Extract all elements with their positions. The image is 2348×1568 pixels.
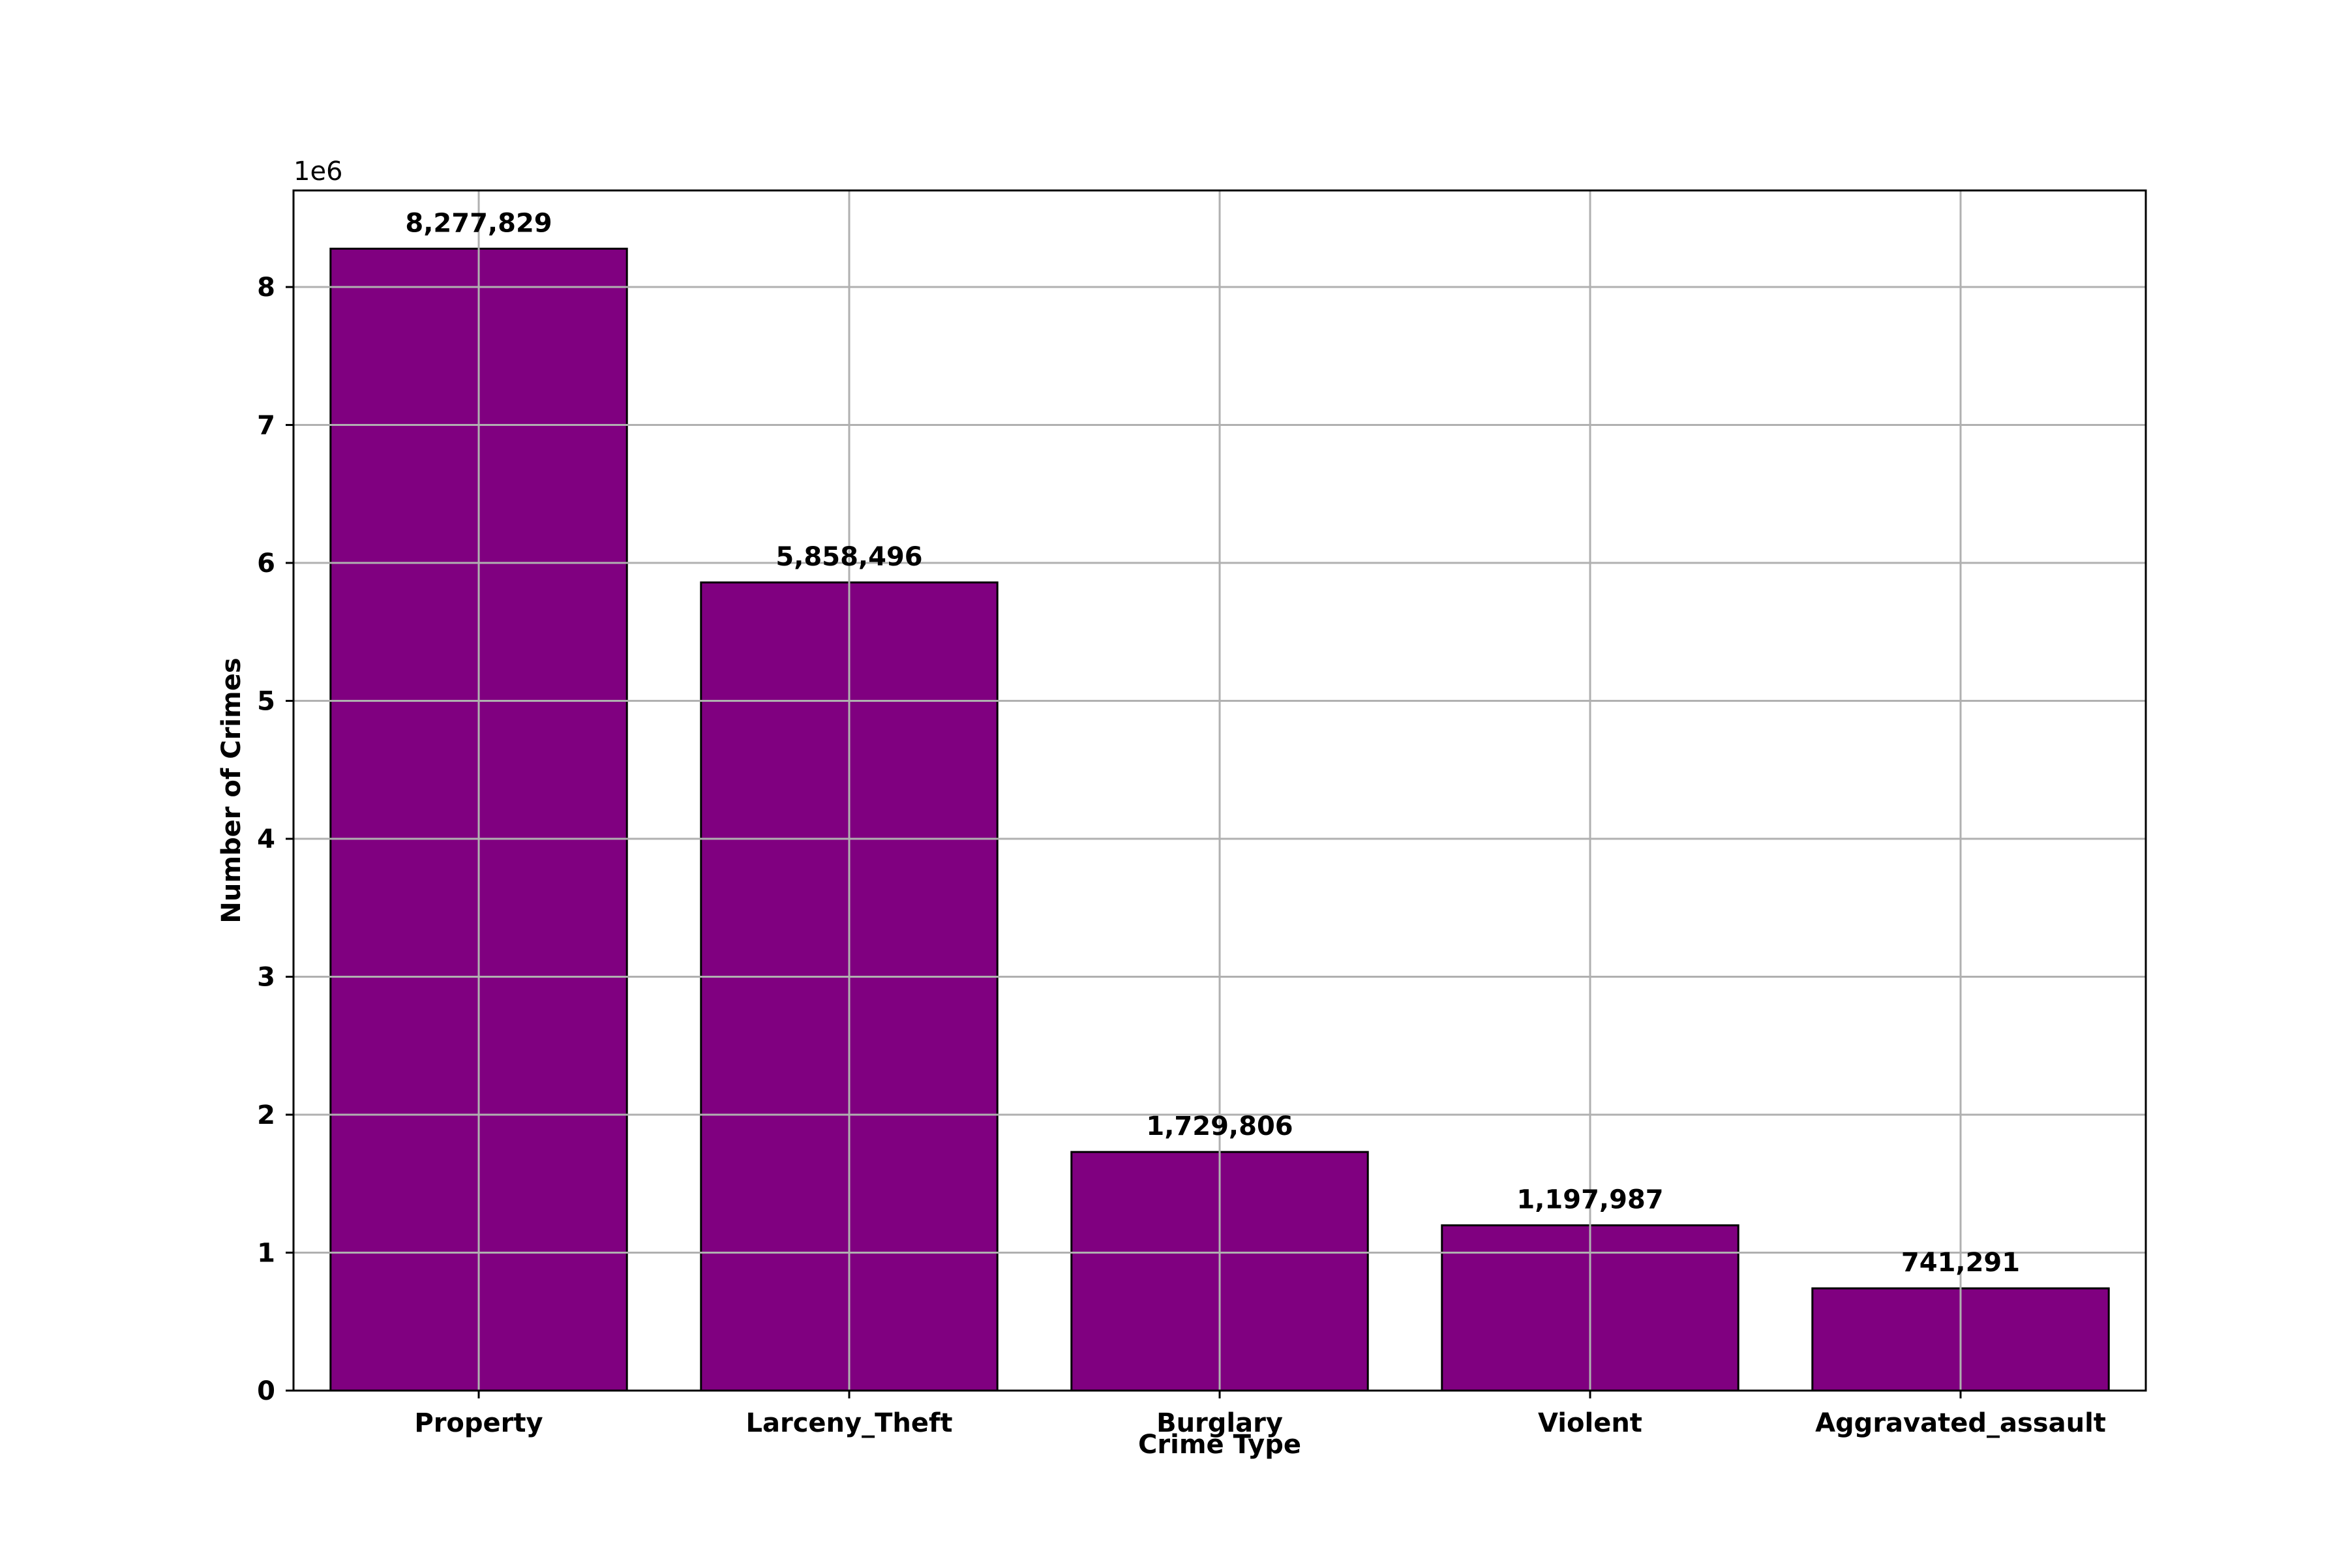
x-tick-label: Violent	[1538, 1408, 1642, 1438]
x-tick-label: Larceny_Theft	[745, 1408, 952, 1438]
x-axis-title: Crime Type	[1138, 1430, 1301, 1460]
y-axis-title: Number of Crimes	[217, 657, 247, 923]
y-tick-label: 2	[257, 1100, 275, 1130]
y-tick-label: 7	[257, 411, 275, 441]
x-tick-label: Property	[414, 1408, 543, 1438]
axis-ticks: 0 1 2 3 4 5 6 7 8 Property Larceny_Theft Burglary Vi…	[257, 273, 2106, 1438]
y-tick-label: 3	[257, 963, 275, 993]
bar-value-label: 1,729,806	[1146, 1111, 1293, 1141]
bar-value-label: 5,858,496	[775, 542, 922, 572]
data-labels: 8,277,829 5,858,496 1,729,806 1,197,987 741,…	[405, 208, 2020, 1278]
bar-value-label: 1,197,987	[1516, 1185, 1663, 1215]
y-tick-label: 4	[257, 824, 275, 854]
y-tick-label: 1	[257, 1239, 275, 1269]
y-tick-label: 8	[257, 273, 275, 303]
x-tick-label: Burglary	[1156, 1408, 1283, 1438]
bar-value-label: 8,277,829	[405, 208, 552, 238]
y-offset-label: 1e6	[294, 157, 343, 187]
y-tick-label: 0	[257, 1376, 275, 1406]
x-tick-label: Aggravated_assault	[1815, 1408, 2106, 1438]
y-tick-label: 6	[257, 549, 275, 579]
y-tick-label: 5	[257, 687, 275, 717]
bar-value-label: 741,291	[1901, 1248, 2020, 1278]
